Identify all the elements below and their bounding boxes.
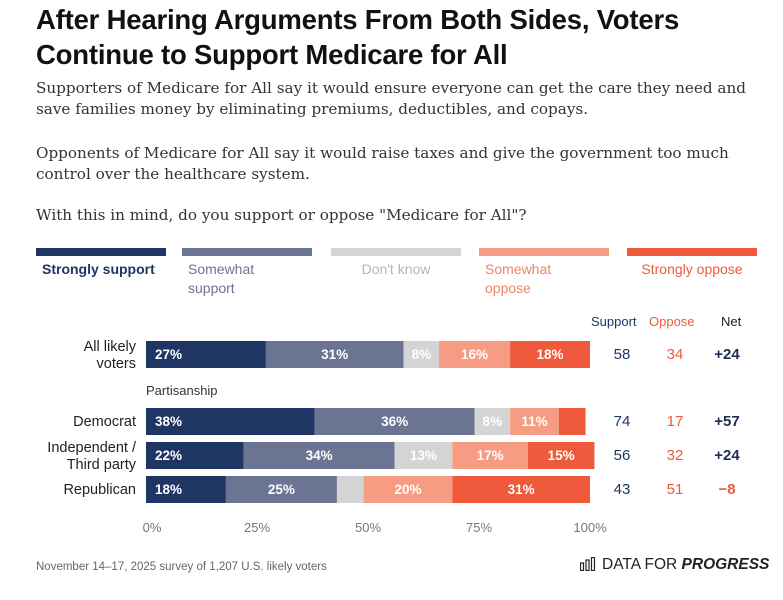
support-value-democrat: 74 [613, 413, 631, 430]
support-value-all-likely-voters: 58 [613, 346, 631, 363]
bar-chart-icon [579, 556, 596, 576]
legend-swatch [36, 248, 166, 256]
x-tick-label: 0% [142, 520, 162, 535]
bar-all-likely-voters-somewhat-support [265, 341, 404, 368]
x-tick-label: 100% [573, 520, 607, 535]
data-label-independent-third-party-strongly-oppose: 15% [547, 448, 575, 463]
legend-item-somewhat-oppose: Somewhat oppose [479, 248, 609, 298]
data-label-democrat-strongly-support: 38% [155, 414, 183, 429]
legend-label: Somewhat support [188, 261, 255, 296]
oppose-column-header: Oppose [649, 314, 695, 329]
support-value-republican: 43 [613, 481, 631, 498]
data-label-independent-third-party-somewhat-oppose: 17% [476, 448, 504, 463]
bar-republican-somewhat-oppose [363, 476, 453, 503]
row-label-independent-third-party: Independent / Third party [47, 440, 136, 474]
data-label-all-likely-voters-somewhat-support: 31% [321, 347, 349, 362]
supporters-paragraph: Supporters of Medicare for All say it wo… [36, 79, 746, 118]
brand-emphasis: PROGRESS [681, 556, 770, 573]
data-label-independent-third-party-strongly-support: 22% [155, 448, 183, 463]
legend-label: Somewhat oppose [485, 261, 552, 296]
data-label-independent-third-party-somewhat-support: 34% [305, 448, 333, 463]
data-label-all-likely-voters-somewhat-oppose: 16% [461, 347, 489, 362]
oppose-value-democrat: 17 [666, 413, 684, 430]
row-label-line: voters [96, 355, 137, 372]
row-label-line: Republican [63, 482, 136, 498]
bar-republican-don-t-know [336, 476, 364, 503]
data-label-republican-somewhat-oppose: 20% [394, 482, 422, 497]
legend-swatch [182, 248, 312, 256]
support-column-header: Support [591, 314, 637, 329]
legend-label: Strongly support [42, 261, 155, 277]
data-label-independent-third-party-don-t-know: 13% [409, 448, 438, 463]
data-label-republican-strongly-support: 18% [155, 482, 183, 497]
chart-title: After Hearing Arguments From Both Sides,… [36, 4, 680, 70]
row-label-all-likely-voters: All likely voters [84, 339, 136, 373]
legend-swatch [331, 248, 461, 256]
row-label-democrat: Democrat [73, 414, 136, 431]
data-label-republican-somewhat-support: 25% [267, 482, 295, 497]
legend-item-somewhat-support: Somewhat support [182, 248, 312, 298]
brand-logo: DATA FOR PROGRESS [579, 556, 770, 576]
bar-republican-somewhat-support [225, 476, 337, 503]
bar-independent-third-party-somewhat-oppose [452, 442, 528, 469]
bar-democrat-somewhat-support [314, 408, 475, 435]
bar-independent-third-party-strongly-support [146, 442, 244, 469]
x-tick-label: 75% [465, 520, 493, 535]
row-label-line: Third party [66, 456, 136, 473]
bar-all-likely-voters-strongly-support [146, 341, 266, 368]
oppose-value-republican: 51 [666, 481, 684, 498]
legend-label: Strongly oppose [641, 261, 743, 277]
bar-republican-strongly-oppose [452, 476, 590, 503]
bar-democrat-don-t-know [474, 408, 511, 435]
oppose-value-independent-third-party: 32 [666, 447, 684, 464]
bar-independent-third-party-somewhat-support [243, 442, 395, 469]
support-value-independent-third-party: 56 [613, 447, 631, 464]
row-label-line: Independent / [47, 439, 136, 456]
legend-item-strongly-oppose: Strongly oppose [627, 248, 757, 279]
net-value-republican: −8 [718, 481, 736, 498]
data-label-republican-strongly-oppose: 31% [507, 482, 535, 497]
x-tick-label: 50% [354, 520, 382, 535]
bar-independent-third-party-strongly-oppose [527, 442, 595, 469]
bar-all-likely-voters-strongly-oppose [510, 341, 590, 368]
net-column-header: Net [721, 314, 742, 329]
bar-all-likely-voters-don-t-know [403, 341, 440, 368]
row-label-line: Democrat [73, 414, 136, 430]
row-label-republican: Republican [63, 482, 136, 499]
bar-independent-third-party-don-t-know [394, 442, 453, 469]
legend-item-strongly-support: Strongly support [36, 248, 166, 279]
net-value-all-likely-voters: +24 [714, 346, 740, 363]
data-label-all-likely-voters-don-t-know: 8% [411, 347, 432, 362]
bar-democrat-somewhat-oppose [510, 408, 559, 435]
opponents-paragraph: Opponents of Medicare for All say it wou… [36, 144, 729, 183]
bar-democrat-strongly-oppose [558, 408, 586, 435]
brand-prefix: DATA FOR [602, 556, 678, 573]
legend-item-dont-know: Don't know [331, 248, 461, 279]
net-value-democrat: +57 [714, 413, 740, 430]
legend-swatch [479, 248, 609, 256]
partisanship-label: Partisanship [146, 383, 218, 398]
net-value-independent-third-party: +24 [714, 447, 740, 464]
bar-republican-strongly-support [146, 476, 226, 503]
legend-swatch [627, 248, 757, 256]
row-label-line: All likely [83, 338, 136, 355]
data-label-all-likely-voters-strongly-oppose: 18% [536, 347, 564, 362]
data-label-democrat-don-t-know: 8% [482, 414, 503, 429]
data-label-democrat-somewhat-oppose: 11% [521, 414, 548, 429]
legend-label: Don't know [361, 261, 431, 277]
survey-footnote: November 14–17, 2025 survey of 1,207 U.S… [36, 561, 327, 573]
x-tick-label: 25% [243, 520, 271, 535]
data-label-all-likely-voters-strongly-support: 27% [155, 347, 183, 362]
data-label-democrat-somewhat-support: 36% [381, 414, 409, 429]
bar-all-likely-voters-somewhat-oppose [439, 341, 511, 368]
oppose-value-all-likely-voters: 34 [666, 346, 684, 363]
question-paragraph: With this in mind, do you support or opp… [36, 206, 527, 224]
bar-democrat-strongly-support [146, 408, 315, 435]
